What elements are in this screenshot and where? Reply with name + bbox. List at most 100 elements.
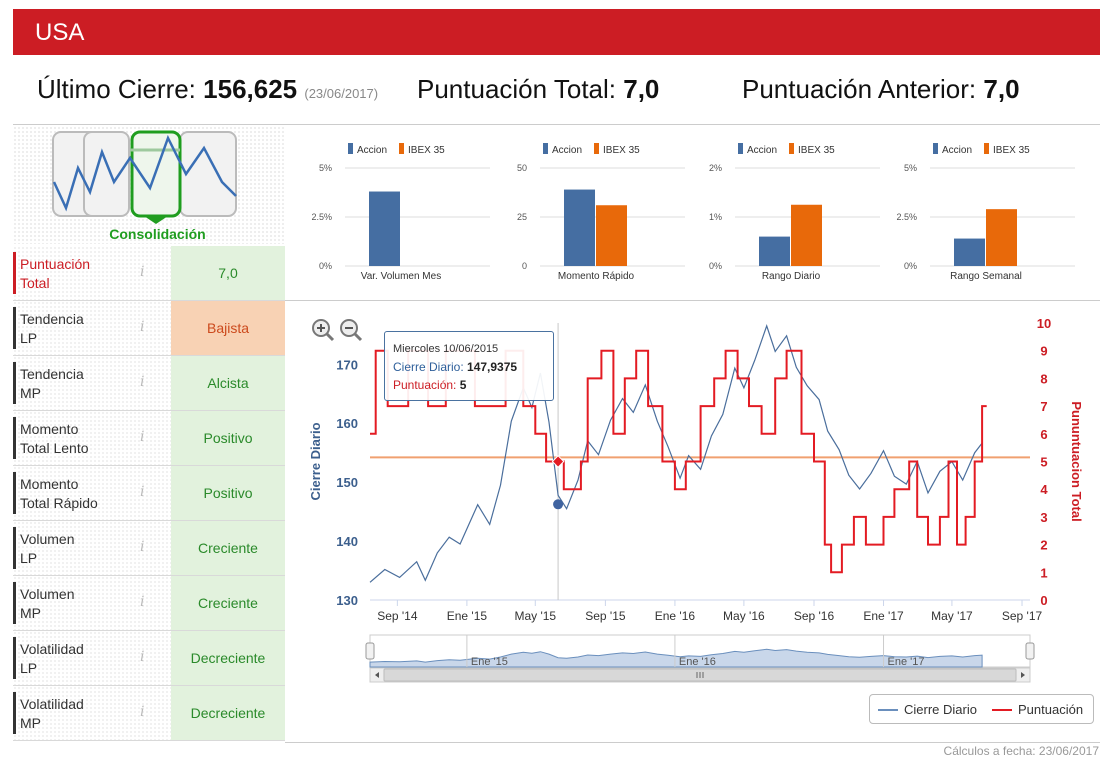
mini-chart-momentum: Accion IBEX 35 0 25 50 Momento Rápido [500, 138, 690, 288]
bar-accion [954, 238, 985, 266]
y-left-tick-label: 150 [336, 475, 358, 490]
y-right-tick-label: 0 [1040, 593, 1047, 608]
indicator-value: 7,0 [171, 246, 285, 300]
legend-swatch-accion [543, 143, 548, 154]
bar-ibex [791, 204, 822, 266]
y-right-tick-label: 2 [1040, 538, 1047, 553]
indicator-label: Volumen LP [20, 531, 75, 566]
indicator-label-cell: Tendencia MP i [13, 356, 171, 410]
legend-swatch-accion [933, 143, 938, 154]
x-tick-label: Sep '14 [377, 609, 418, 623]
main-chart: 130 140 150 160 170 0 1 2 3 4 5 6 7 8 9 10 Cierre Diario… [290, 305, 1105, 745]
y-tick-label: 0% [709, 261, 722, 271]
info-icon[interactable]: i [140, 484, 145, 500]
tooltip-close: Cierre Diario: 147,9375 [393, 360, 518, 374]
legend-ibex: IBEX 35 [408, 145, 445, 156]
indicator-marker [13, 362, 16, 404]
indicator-label-cell: Volumen LP i [13, 521, 171, 575]
calc-date: Cálculos a fecha: 23/06/2017 [943, 744, 1099, 758]
indicator-marker [13, 307, 16, 349]
indicator-value: Bajista [171, 301, 285, 355]
total-score-summary: Puntuación Total: 7,0 [417, 74, 659, 105]
indicator-label-cell: Momento Total Rápido i [13, 466, 171, 520]
y-left-tick-label: 140 [336, 534, 358, 549]
x-tick-label: Ene '17 [863, 609, 904, 623]
zoom-out-icon[interactable] [339, 318, 363, 342]
legend-swatch-ibex [594, 143, 599, 154]
y-tick-label: 2.5% [311, 212, 332, 222]
x-tick-label: Ene '16 [655, 609, 696, 623]
x-tick-label: May '17 [931, 609, 973, 623]
info-icon[interactable]: i [140, 264, 145, 280]
indicator-marker [13, 637, 16, 679]
info-icon[interactable]: i [140, 319, 145, 335]
indicator-marker [13, 472, 16, 514]
tooltip-date: Miercoles 10/06/2015 [393, 343, 499, 355]
y-right-tick-label: 10 [1037, 316, 1051, 331]
y-right-axis-title: Pununtuacion Total [1069, 401, 1084, 521]
legend-item-score[interactable]: Puntuación [992, 702, 1083, 717]
x-tick-label: May '15 [514, 609, 556, 623]
tooltip-score: Puntuación: 5 [393, 378, 467, 392]
x-tick-label: May '16 [723, 609, 765, 623]
indicator-marker [13, 692, 16, 734]
mini-chart-volume: Accion IBEX 35 0% 2.5% 5% Var. Volumen Mes [305, 138, 495, 288]
indicator-label-cell: Volumen MP i [13, 576, 171, 630]
x-tick-label: Ene '15 [447, 609, 488, 623]
indicator-label: Puntuación Total [20, 256, 91, 291]
indicator-label: Volatilidad MP [20, 696, 84, 731]
indicator-value: Decreciente [171, 631, 285, 685]
y-right-tick-label: 6 [1040, 427, 1047, 442]
indicator-row: Volumen LP i Creciente [13, 521, 285, 576]
indicator-row: Volumen MP i Creciente [13, 576, 285, 631]
y-tick-label: 0% [319, 261, 332, 271]
info-icon[interactable]: i [140, 539, 145, 555]
divider [285, 300, 1100, 301]
chart-legend[interactable]: Cierre Diario Puntuación [869, 694, 1094, 724]
hover-marker-score [551, 455, 565, 468]
scroll-right-icon [1021, 672, 1025, 678]
zoom-in-icon[interactable] [311, 318, 335, 342]
legend-ibex: IBEX 35 [993, 145, 1030, 156]
prev-score-summary: Puntuación Anterior: 7,0 [742, 74, 1020, 105]
legend-swatch-accion [738, 143, 743, 154]
y-right-tick-label: 7 [1040, 399, 1047, 414]
last-close-label: Último Cierre: [37, 74, 196, 104]
indicator-label-cell: Momento Total Lento i [13, 411, 171, 465]
last-close-value: 156,625 [203, 74, 298, 104]
indicator-marker [13, 417, 16, 459]
y-left-tick-label: 170 [336, 357, 358, 372]
legend-item-close[interactable]: Cierre Diario [878, 702, 977, 717]
navigator-series [369, 648, 983, 668]
prev-score-label: Puntuación Anterior: [742, 74, 977, 104]
indicator-label: Volatilidad LP [20, 641, 84, 676]
indicator-row: Puntuación Total i 7,0 [13, 246, 285, 301]
y-left-tick-label: 130 [336, 593, 358, 608]
y-right-tick-label: 1 [1040, 565, 1047, 580]
legend-ibex: IBEX 35 [603, 145, 640, 156]
divider [285, 742, 1100, 743]
indicator-marker [13, 527, 16, 569]
legend-accion: Accion [357, 145, 387, 156]
indicator-table: Puntuación Total i 7,0 Tendencia LP i Bajista Te… [13, 246, 285, 741]
y-tick-label: 5% [904, 163, 917, 173]
info-icon[interactable]: i [140, 429, 145, 445]
category-label: Var. Volumen Mes [361, 271, 441, 282]
info-icon[interactable]: i [140, 649, 145, 665]
y-tick-label: 0 [522, 261, 527, 271]
y-left-axis-title: Cierre Diario [308, 422, 323, 500]
y-tick-label: 50 [517, 163, 527, 173]
navigator-tick-label: Ene '16 [679, 656, 716, 668]
y-left-tick-label: 160 [336, 416, 358, 431]
legend-swatch-ibex [399, 143, 404, 154]
bar-accion [759, 236, 790, 266]
indicator-label-cell: Volatilidad MP i [13, 686, 171, 740]
indicator-row: Tendencia MP i Alcista [13, 356, 285, 411]
indicator-value: Positivo [171, 466, 285, 520]
info-icon[interactable]: i [140, 704, 145, 720]
legend-swatch-ibex [984, 143, 989, 154]
x-tick-label: Sep '16 [794, 609, 835, 623]
y-right-tick-label: 4 [1040, 482, 1048, 497]
info-icon[interactable]: i [140, 594, 145, 610]
info-icon[interactable]: i [140, 374, 145, 390]
